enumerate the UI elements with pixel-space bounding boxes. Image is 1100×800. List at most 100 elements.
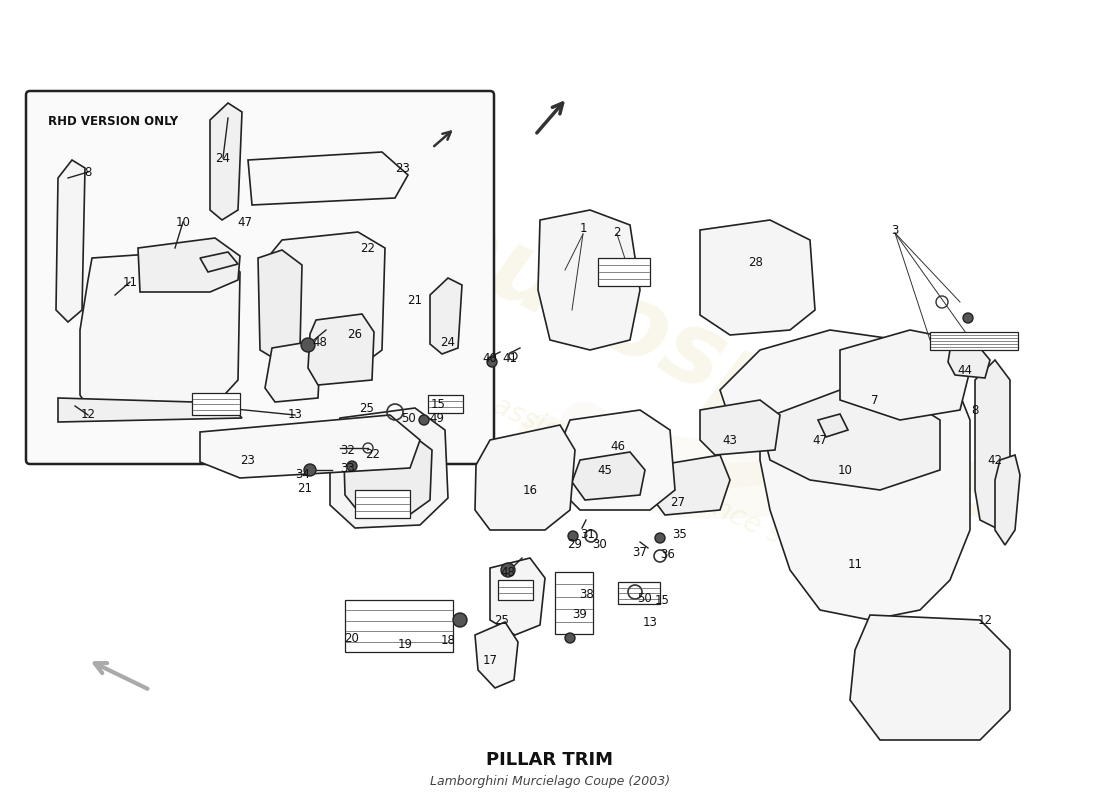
Text: 26: 26 — [348, 329, 363, 342]
Bar — [355, 490, 410, 518]
Text: 25: 25 — [495, 614, 509, 626]
Polygon shape — [760, 390, 940, 490]
Polygon shape — [650, 455, 730, 515]
Polygon shape — [818, 414, 848, 437]
Text: 42: 42 — [988, 454, 1002, 466]
Circle shape — [568, 531, 578, 541]
Text: 45: 45 — [597, 463, 613, 477]
Text: 13: 13 — [287, 409, 303, 422]
Text: 46: 46 — [610, 441, 626, 454]
Circle shape — [346, 461, 358, 471]
Polygon shape — [975, 360, 1010, 530]
Polygon shape — [538, 210, 640, 350]
Text: RHD VERSION ONLY: RHD VERSION ONLY — [48, 115, 178, 128]
Circle shape — [301, 338, 315, 352]
Text: 25: 25 — [360, 402, 374, 414]
Text: 29: 29 — [568, 538, 583, 551]
Text: Lamborghini Murcielago Coupe (2003): Lamborghini Murcielago Coupe (2003) — [430, 775, 670, 789]
Text: 7: 7 — [871, 394, 879, 406]
Text: 10: 10 — [176, 215, 190, 229]
Polygon shape — [56, 160, 85, 322]
Polygon shape — [560, 410, 675, 510]
Text: 12: 12 — [978, 614, 992, 626]
Text: 44: 44 — [957, 363, 972, 377]
Polygon shape — [490, 558, 544, 635]
Text: 2: 2 — [614, 226, 620, 238]
Circle shape — [654, 533, 666, 543]
Polygon shape — [265, 342, 320, 402]
Text: 15: 15 — [654, 594, 670, 606]
Text: 36: 36 — [661, 549, 675, 562]
Polygon shape — [200, 252, 238, 272]
Text: 15: 15 — [430, 398, 446, 411]
Polygon shape — [248, 152, 408, 205]
Text: a passion for excellence since 1985: a passion for excellence since 1985 — [449, 372, 911, 608]
Text: 21: 21 — [407, 294, 422, 306]
Polygon shape — [850, 615, 1010, 740]
Text: 48: 48 — [500, 566, 516, 578]
Circle shape — [419, 415, 429, 425]
Text: 8: 8 — [971, 403, 979, 417]
Text: 47: 47 — [813, 434, 827, 446]
Text: 16: 16 — [522, 483, 538, 497]
Text: 49: 49 — [429, 411, 444, 425]
Text: 28: 28 — [749, 255, 763, 269]
Text: 47: 47 — [238, 215, 253, 229]
Text: 18: 18 — [441, 634, 455, 646]
Bar — [618, 582, 660, 604]
Circle shape — [304, 464, 316, 476]
Text: 37: 37 — [632, 546, 648, 559]
Circle shape — [962, 313, 974, 323]
Polygon shape — [58, 398, 242, 422]
Polygon shape — [264, 232, 385, 370]
Text: 11: 11 — [122, 275, 138, 289]
Text: 3: 3 — [891, 223, 899, 237]
Bar — [598, 258, 650, 286]
Circle shape — [500, 563, 515, 577]
Text: 12: 12 — [80, 409, 96, 422]
Bar — [192, 393, 240, 415]
Text: 33: 33 — [341, 462, 355, 474]
Text: 11: 11 — [847, 558, 862, 571]
Bar — [345, 600, 453, 652]
Text: 22: 22 — [365, 449, 381, 462]
Polygon shape — [475, 425, 575, 530]
Text: 30: 30 — [593, 538, 607, 551]
Text: 48: 48 — [312, 335, 328, 349]
Text: 21: 21 — [297, 482, 312, 494]
Polygon shape — [344, 432, 432, 518]
Polygon shape — [258, 250, 303, 362]
Bar — [930, 332, 1018, 350]
Bar — [556, 572, 593, 634]
Text: 22: 22 — [361, 242, 375, 254]
Polygon shape — [475, 622, 518, 688]
Text: 41: 41 — [503, 351, 517, 365]
Text: 24: 24 — [216, 151, 231, 165]
Bar — [428, 395, 463, 413]
Text: 27: 27 — [671, 495, 685, 509]
Text: 1: 1 — [580, 222, 586, 234]
Circle shape — [487, 357, 497, 367]
Text: 19: 19 — [397, 638, 412, 651]
Text: 40: 40 — [483, 351, 497, 365]
FancyBboxPatch shape — [26, 91, 494, 464]
Text: 38: 38 — [580, 589, 594, 602]
Text: 50: 50 — [400, 411, 416, 425]
Polygon shape — [308, 314, 374, 385]
Text: 31: 31 — [581, 529, 595, 542]
Polygon shape — [840, 330, 970, 420]
Circle shape — [453, 613, 468, 627]
Polygon shape — [430, 278, 462, 354]
Text: PILLAR TRIM: PILLAR TRIM — [486, 751, 614, 769]
Text: 35: 35 — [672, 529, 688, 542]
Text: 39: 39 — [573, 609, 587, 622]
Text: 23: 23 — [396, 162, 410, 174]
Polygon shape — [80, 250, 240, 418]
Polygon shape — [996, 455, 1020, 545]
Polygon shape — [330, 408, 448, 528]
Text: 50: 50 — [638, 591, 652, 605]
Text: 24: 24 — [440, 335, 455, 349]
Text: 34: 34 — [296, 467, 310, 481]
Text: 20: 20 — [344, 631, 360, 645]
Circle shape — [565, 633, 575, 643]
